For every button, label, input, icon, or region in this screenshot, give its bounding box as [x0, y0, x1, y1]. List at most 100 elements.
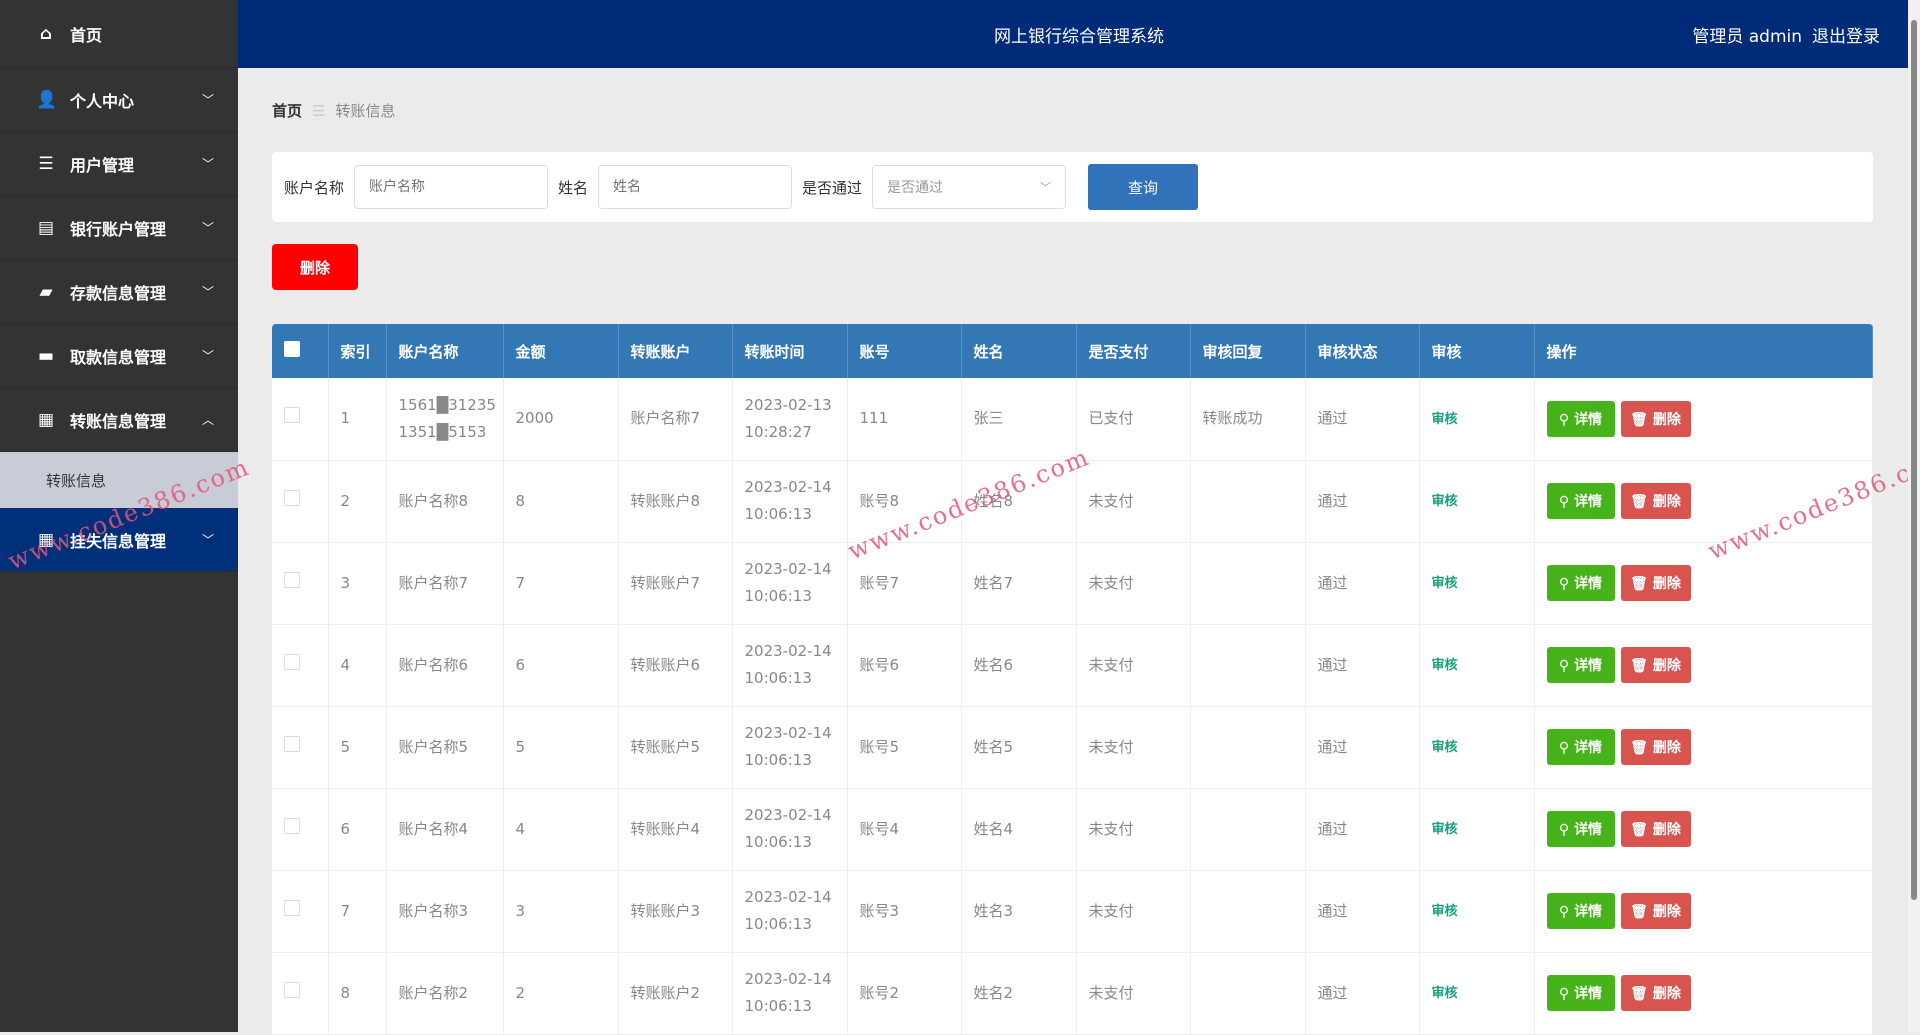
column-header: 审核回复 — [1190, 324, 1306, 378]
detail-button[interactable]: ⚲ 详情 — [1546, 565, 1615, 601]
column-header: 操作 — [1534, 324, 1873, 378]
sidebar-item-2[interactable]: ☰ 用户管理 ﹀ — [0, 132, 238, 196]
cell-status: 通过 — [1305, 706, 1420, 789]
cell-paid: 未支付 — [1076, 870, 1191, 953]
search-icon: ⚲ — [1558, 411, 1575, 428]
chevron-icon: ﹀ — [201, 285, 214, 299]
cash-icon: ▬ — [37, 345, 55, 366]
remove-button[interactable]: 🗑 删除 — [1620, 975, 1691, 1011]
cell-reply — [1190, 460, 1306, 543]
audit-link[interactable]: 审核 — [1431, 986, 1458, 1001]
sidebar-item-1[interactable]: 👤 个人中心 ﹀ — [0, 68, 238, 132]
table-row: 5 账户名称5 5 转账账户5 2023-02-14 10:06:13 账号5 姓名5 未支付… — [272, 706, 1873, 789]
sidebar-item-4[interactable]: ▰ 存款信息管理 ﹀ — [0, 260, 238, 324]
breadcrumb-home[interactable]: 首页 — [272, 102, 303, 120]
sidebar-item-8[interactable]: ▦ 挂失信息管理 ﹀ — [0, 508, 238, 572]
detail-button[interactable]: ⚲ 详情 — [1546, 893, 1615, 929]
cell-paid: 未支付 — [1076, 706, 1191, 789]
cell-status: 通过 — [1305, 870, 1420, 953]
trash-icon: 🗑 — [1630, 658, 1653, 674]
column-header: 姓名 — [961, 324, 1077, 378]
row-checkbox[interactable] — [284, 981, 300, 998]
table-row: 2 账户名称8 8 转账账户8 2023-02-14 10:06:13 账号8 姓名8 未支付… — [272, 460, 1873, 543]
logout-link[interactable]: 退出登录 — [1812, 27, 1880, 47]
row-checkbox[interactable] — [284, 489, 300, 506]
remove-button[interactable]: 🗑 删除 — [1620, 565, 1691, 601]
audit-link[interactable]: 审核 — [1431, 740, 1458, 755]
breadcrumb: 首页 ☰ 转账信息 — [272, 100, 395, 121]
cell-idx: 4 — [328, 624, 387, 707]
cell-no: 账号8 — [847, 460, 962, 543]
cell-paid: 未支付 — [1076, 788, 1191, 871]
audit-link[interactable]: 审核 — [1431, 658, 1458, 673]
audit-link[interactable]: 审核 — [1431, 494, 1458, 509]
table-row: 8 账户名称2 2 转账账户2 2023-02-14 10:06:13 账号2 姓名2 未支付… — [272, 952, 1873, 1035]
cell-no: 账号7 — [847, 542, 962, 625]
row-checkbox[interactable] — [284, 735, 300, 752]
cell-reply: 转账成功 — [1190, 378, 1306, 461]
query-button[interactable]: 查询 — [1088, 164, 1199, 210]
detail-button[interactable]: ⚲ 详情 — [1546, 647, 1615, 683]
account-name-input[interactable] — [354, 165, 549, 209]
name-input[interactable] — [598, 165, 793, 209]
cell-account: 账户名称6 — [386, 624, 504, 707]
sidebar-item-6[interactable]: ▦ 转账信息管理 ︿ — [0, 388, 238, 452]
cell-to: 转账账户2 — [618, 952, 733, 1035]
grid-icon: ▦ — [37, 409, 55, 430]
detail-button[interactable]: ⚲ 详情 — [1546, 975, 1615, 1011]
batch-delete-button[interactable]: 删除 — [272, 244, 358, 290]
cell-reply — [1190, 706, 1306, 789]
sidebar-subitem-transfer-info[interactable]: 转账信息 — [0, 452, 238, 508]
remove-button[interactable]: 🗑 删除 — [1620, 729, 1691, 765]
cell-account: 账户名称8 — [386, 460, 504, 543]
sidebar-item-5[interactable]: ▬ 取款信息管理 ﹀ — [0, 324, 238, 388]
detail-button[interactable]: ⚲ 详情 — [1546, 400, 1615, 437]
cell-amount: 7 — [503, 542, 619, 625]
sidebar-item-label: 用户管理 — [70, 155, 135, 175]
remove-button[interactable]: 🗑 删除 — [1620, 811, 1691, 847]
detail-button[interactable]: ⚲ 详情 — [1546, 811, 1615, 847]
select-all-checkbox[interactable] — [272, 324, 329, 378]
audit-link[interactable]: 审核 — [1431, 411, 1458, 427]
transfer-table: 索引 账户名称 金额 转账账户 转账时间 账号 姓名 是否支付 审核回复 审核状态 审核 操作 1 15… — [272, 324, 1873, 1035]
page-scrollbar[interactable] — [1908, 0, 1920, 1032]
trash-icon: 🗑 — [1630, 411, 1653, 428]
grid-icon: ▦ — [37, 529, 55, 550]
remove-button[interactable]: 🗑 删除 — [1620, 647, 1691, 683]
detail-button[interactable]: ⚲ 详情 — [1546, 729, 1615, 765]
breadcrumb-current: 转账信息 — [335, 102, 396, 120]
cell-name: 姓名5 — [961, 706, 1077, 789]
admin-user[interactable]: 管理员 admin — [1692, 27, 1802, 47]
column-header: 是否支付 — [1076, 324, 1191, 378]
remove-button[interactable]: 🗑 删除 — [1620, 483, 1691, 519]
cell-idx: 7 — [328, 870, 387, 953]
sidebar-item-0[interactable]: ⌂ 首页 — [0, 0, 238, 68]
row-checkbox[interactable] — [284, 571, 300, 588]
cell-status: 通过 — [1305, 460, 1420, 543]
cell-amount: 3 — [503, 870, 619, 953]
row-checkbox[interactable] — [284, 653, 300, 670]
cell-amount: 5 — [503, 706, 619, 789]
cell-time: 2023-02-14 10:06:13 — [732, 788, 848, 871]
sidebar-item-label: 转账信息管理 — [70, 411, 167, 431]
passed-label: 是否通过 — [802, 178, 863, 197]
cell-account: 账户名称2 — [386, 952, 504, 1035]
column-header: 转账时间 — [732, 324, 848, 378]
row-checkbox[interactable] — [284, 899, 300, 916]
row-checkbox[interactable] — [284, 407, 300, 424]
detail-button[interactable]: ⚲ 详情 — [1546, 483, 1615, 519]
audit-link[interactable]: 审核 — [1431, 904, 1458, 919]
audit-link[interactable]: 审核 — [1431, 576, 1458, 591]
remove-button[interactable]: 🗑 删除 — [1620, 400, 1691, 437]
sidebar-item-3[interactable]: ▤ 银行账户管理 ﹀ — [0, 196, 238, 260]
cell-amount: 8 — [503, 460, 619, 543]
cell-no: 账号3 — [847, 870, 962, 953]
cell-idx: 1 — [328, 378, 387, 461]
cell-name: 张三 — [961, 378, 1077, 461]
cell-name: 姓名6 — [961, 624, 1077, 707]
passed-select[interactable]: 是否通过 ﹀ — [872, 165, 1067, 209]
home-icon: ⌂ — [39, 23, 53, 44]
remove-button[interactable]: 🗑 删除 — [1620, 893, 1691, 929]
row-checkbox[interactable] — [284, 817, 300, 834]
audit-link[interactable]: 审核 — [1431, 822, 1458, 837]
